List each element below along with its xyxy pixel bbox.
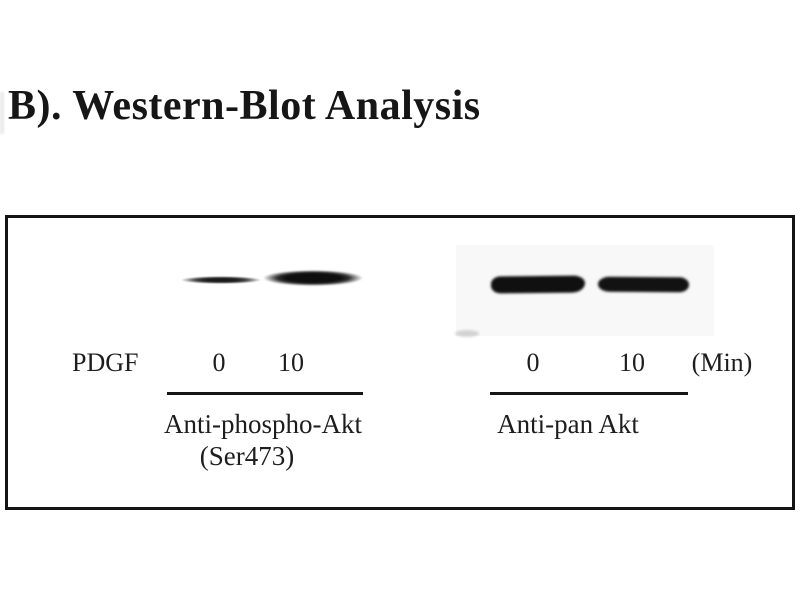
timepoint-pan-10: 10: [619, 348, 645, 377]
timepoint-phospho-0: 0: [212, 348, 226, 377]
antibody-label-phospho: Anti-phospho-Akt: [164, 409, 362, 439]
scan-smudge-artifact: [455, 330, 479, 337]
band-phospho-akt-10min: [263, 270, 363, 286]
antibody-label-ser473: (Ser473): [199, 441, 295, 471]
antibody-label-pan: Anti-pan Akt: [497, 409, 639, 439]
figure-title: B). Western-Blot Analysis: [8, 83, 481, 129]
treatment-label: PDGF: [72, 348, 139, 377]
underline-phospho-panel: [167, 392, 363, 395]
band-phospho-akt-0min: [179, 276, 263, 284]
scan-edge-artifact: [0, 92, 4, 134]
band-pan-akt-10min: [597, 276, 690, 293]
timepoint-pan-0: 0: [526, 348, 540, 377]
timepoint-phospho-10: 10: [278, 348, 304, 377]
band-pan-akt-0min: [490, 275, 586, 294]
unit-label: (Min): [691, 348, 753, 377]
underline-pan-panel: [490, 392, 688, 395]
